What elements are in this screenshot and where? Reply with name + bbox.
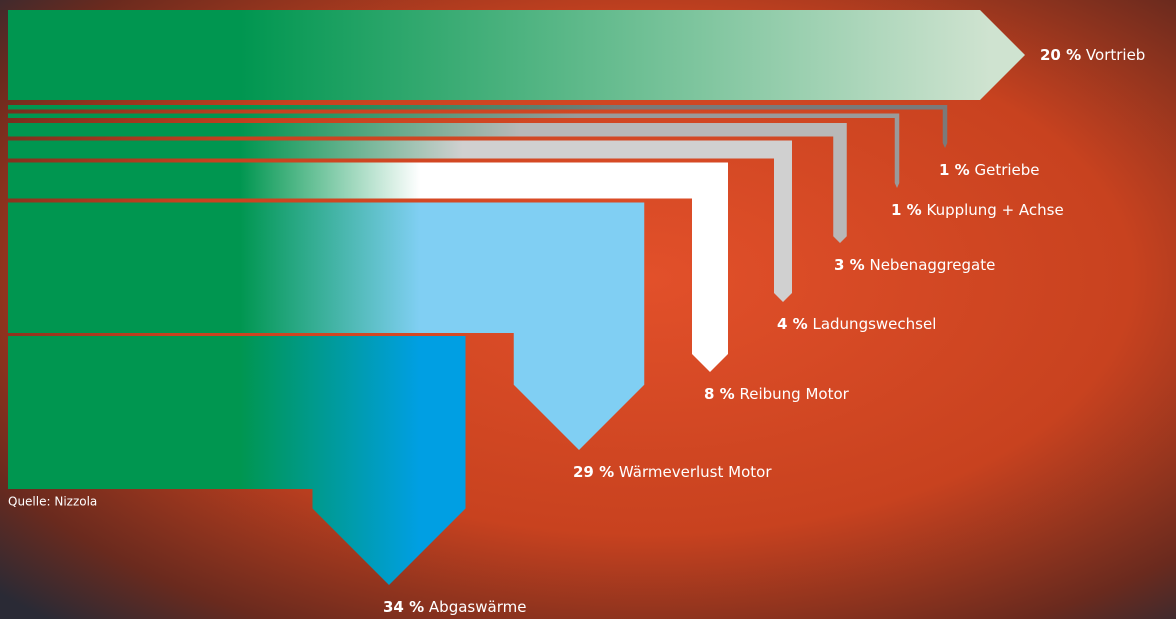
category-label: Wärmeverlust Motor <box>619 463 772 481</box>
flow <box>8 202 645 450</box>
value-label: 4 % <box>777 315 808 333</box>
flow <box>8 162 728 372</box>
flow <box>8 123 847 243</box>
flow-label: 20 % Vortrieb <box>1040 46 1145 64</box>
flow <box>8 105 948 148</box>
flow-label: 4 % Ladungswechsel <box>777 315 936 333</box>
category-label: Kupplung + Achse <box>926 201 1063 219</box>
flow-label: 1 % Getriebe <box>939 161 1040 179</box>
flow <box>8 10 1025 100</box>
category-label: Nebenaggregate <box>869 256 995 274</box>
value-label: 34 % <box>383 598 424 616</box>
value-label: 1 % <box>891 201 922 219</box>
value-label: 29 % <box>573 463 614 481</box>
flow-label: 8 % Reibung Motor <box>704 385 850 403</box>
value-label: 1 % <box>939 161 970 179</box>
category-label: Abgaswärme <box>429 598 527 616</box>
flow-label: 1 % Kupplung + Achse <box>891 201 1064 219</box>
value-label: 20 % <box>1040 46 1081 64</box>
value-label: 3 % <box>834 256 865 274</box>
flow-label: 29 % Wärmeverlust Motor <box>573 463 772 481</box>
flow-label: 3 % Nebenaggregate <box>834 256 995 274</box>
flow <box>8 336 466 585</box>
category-label: Getriebe <box>974 161 1039 179</box>
value-label: 8 % <box>704 385 735 403</box>
flow <box>8 140 792 302</box>
category-label: Reibung Motor <box>739 385 849 403</box>
category-label: Vortrieb <box>1086 46 1145 64</box>
source-note: Quelle: Nizzola <box>8 495 97 509</box>
category-label: Ladungswechsel <box>812 315 936 333</box>
flow-label: 34 % Abgaswärme <box>383 598 526 616</box>
